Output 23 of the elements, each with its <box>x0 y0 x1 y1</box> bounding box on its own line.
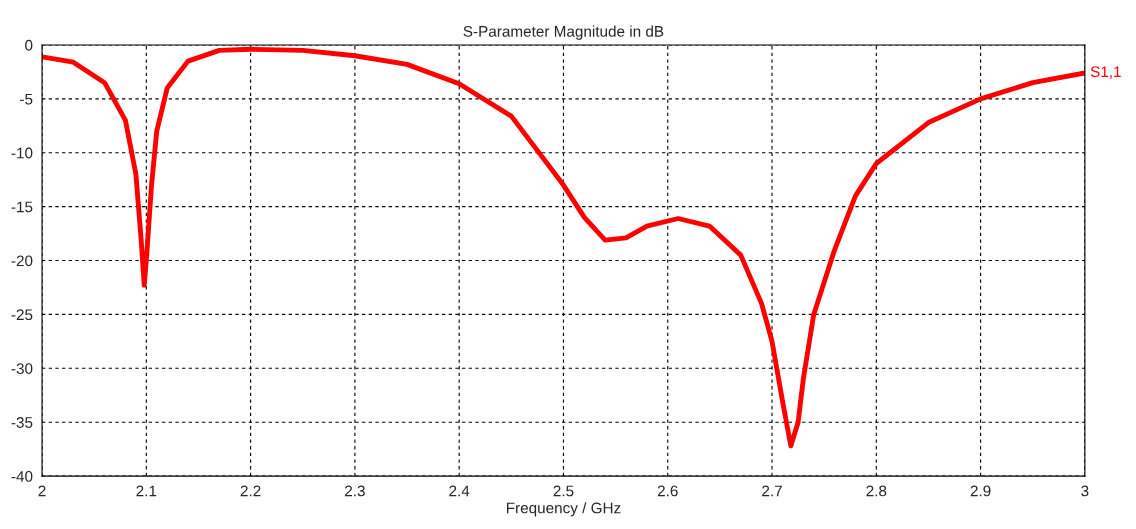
x-tick-label: 2.5 <box>553 485 574 497</box>
x-axis-title: Frequency / GHz <box>506 502 621 517</box>
x-tick-label: 2.2 <box>240 485 261 497</box>
x-tick-label: 2.3 <box>345 485 365 497</box>
y-tick-label: -10 <box>11 147 33 159</box>
series-label: S1,1 <box>1090 66 1121 79</box>
y-tick-label: -30 <box>11 363 33 374</box>
y-tick-label: 0 <box>25 39 33 51</box>
x-tick-label: 2.1 <box>136 485 157 497</box>
y-tick-label: -5 <box>20 93 33 105</box>
y-tick-label: -35 <box>11 417 33 428</box>
x-tick-label: 2.7 <box>762 485 782 497</box>
chart-title: S-Parameter Magnitude in dB <box>463 25 664 40</box>
x-tick-label: 2.4 <box>449 485 470 497</box>
x-tick-label: 2.9 <box>970 485 991 497</box>
y-tick-label: -15 <box>11 201 33 213</box>
x-tick-label: 2 <box>38 485 46 497</box>
x-tick-label: 2.8 <box>866 485 887 497</box>
x-tick-label: 3 <box>1081 485 1089 497</box>
y-tick-label: -20 <box>11 255 33 267</box>
y-tick-label: -25 <box>11 309 33 321</box>
x-tick-label: 2.6 <box>657 485 678 497</box>
y-tick-label: -40 <box>11 470 33 482</box>
